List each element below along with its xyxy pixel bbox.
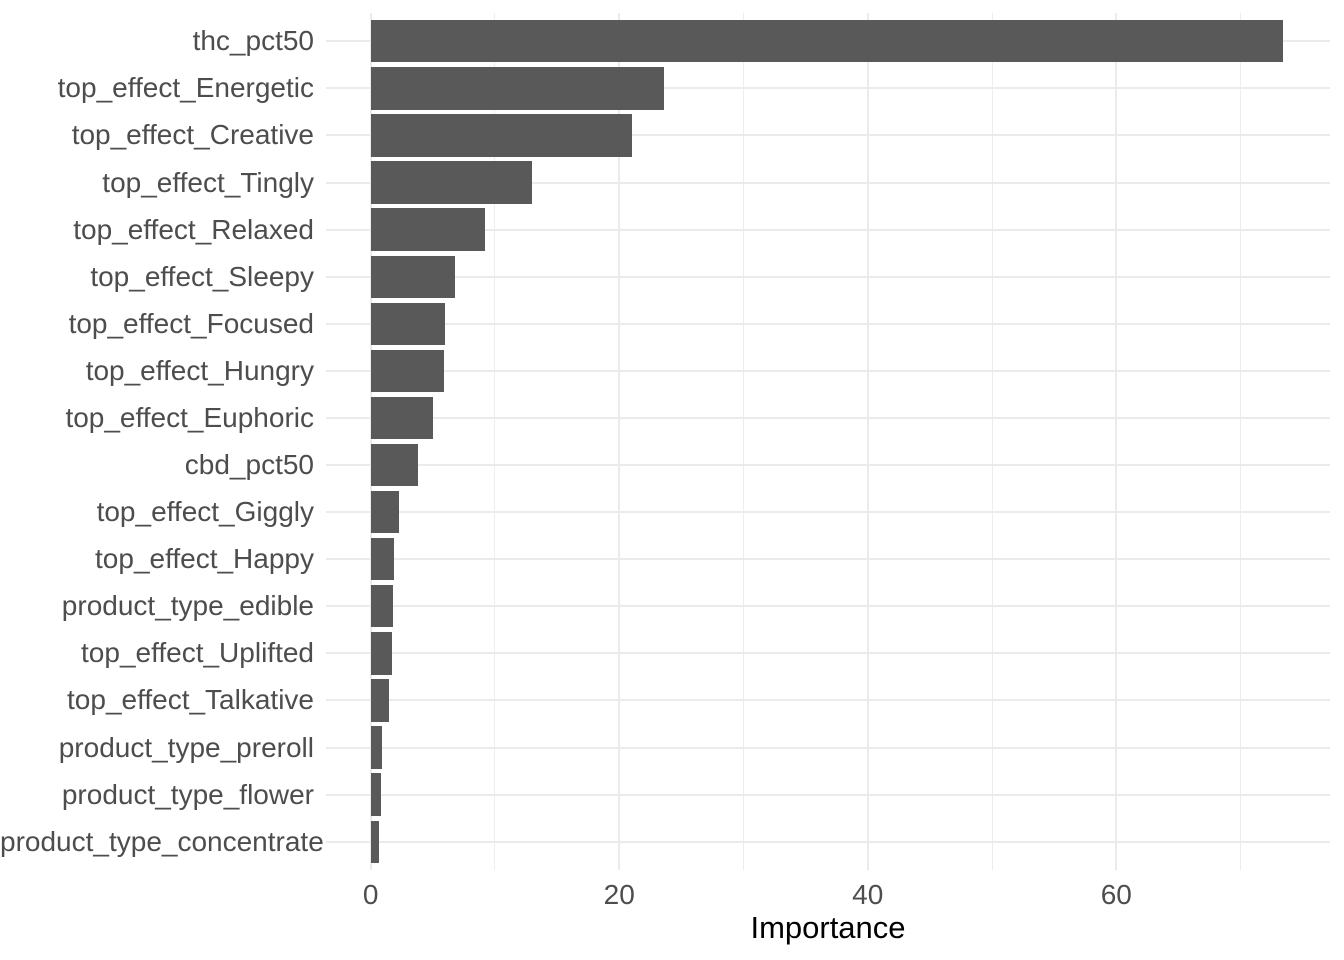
y-axis-category-label: product_type_flower: [61, 778, 314, 810]
grid-major-vline: [369, 13, 372, 870]
y-axis-category-label: top_effect_Creative: [71, 119, 314, 151]
importance-bar: [370, 773, 381, 816]
grid-major-hline: [326, 464, 1330, 467]
y-axis-labels: thc_pct50 top_effect_Energetic top_effect_…: [0, 13, 324, 870]
y-axis-category-label: thc_pct50: [192, 25, 314, 57]
importance-bar: [370, 208, 486, 251]
grid-major-hline: [326, 181, 1330, 184]
y-axis-category-label: cbd_pct50: [184, 449, 314, 481]
grid-major-hline: [326, 369, 1330, 372]
importance-bar: [370, 255, 456, 298]
x-axis-tick-label: 40: [852, 879, 884, 910]
y-axis-category-label: top_effect_Hungry: [85, 354, 314, 386]
grid-minor-vline: [743, 13, 744, 870]
grid-major-hline: [326, 558, 1330, 561]
y-axis-category-label: top_effect_Talkative: [67, 684, 314, 716]
importance-bar: [370, 585, 394, 628]
grid-major-hline: [326, 416, 1330, 419]
y-axis-category-label: top_effect_Uplifted: [81, 637, 314, 669]
grid-major-hline: [326, 699, 1330, 702]
grid-major-vline: [1115, 13, 1118, 870]
x-axis-tick-label: 0: [362, 879, 379, 910]
y-axis-category-label: product_type_concentrate: [0, 825, 324, 857]
importance-bar: [370, 538, 395, 581]
y-axis-category-label: top_effect_Relaxed: [73, 213, 314, 245]
y-axis-category-label: top_effect_Sleepy: [90, 260, 314, 292]
grid-major-hline: [326, 87, 1330, 90]
grid-minor-vline: [991, 13, 993, 870]
importance-bar: [370, 679, 390, 722]
grid-major-vline: [618, 13, 621, 870]
importance-bar: [370, 396, 433, 440]
y-axis-category-label: top_effect_Tingly: [102, 166, 314, 198]
y-axis-category-label: top_effect_Giggly: [96, 496, 314, 528]
importance-bar: [370, 443, 418, 487]
importance-bar: [370, 820, 380, 863]
grid-major-hline: [326, 228, 1330, 231]
importance-bar: [370, 67, 664, 110]
importance-bar: [370, 20, 1283, 63]
grid-major-vline: [866, 13, 869, 870]
y-axis-category-label: top_effect_Happy: [95, 543, 314, 575]
y-axis-category-label: top_effect_Focused: [68, 307, 314, 339]
grid-major-hline: [326, 134, 1330, 137]
importance-bar: [370, 114, 632, 157]
grid-major-hline: [326, 275, 1330, 278]
grid-major-hline: [326, 652, 1330, 655]
grid-major-hline: [326, 605, 1330, 608]
x-axis-title: Importance: [750, 910, 906, 945]
importance-bar: [370, 302, 446, 345]
grid-minor-vline: [494, 13, 496, 870]
y-axis-category-label: product_type_preroll: [58, 731, 314, 763]
importance-bar: [370, 726, 382, 769]
x-axis-tick-label: 20: [603, 879, 635, 910]
grid-major-hline: [326, 511, 1330, 514]
importance-bar: [370, 161, 533, 204]
x-axis-tick-label: 60: [1100, 879, 1132, 910]
y-axis-category-label: top_effect_Euphoric: [65, 401, 314, 433]
grid-major-hline: [326, 746, 1330, 749]
grid-minor-vline: [1240, 13, 1242, 870]
grid-major-hline: [326, 793, 1330, 796]
importance-bar: [370, 349, 445, 393]
grid-major-hline: [326, 840, 1330, 843]
y-axis-category-label: top_effect_Energetic: [57, 72, 314, 104]
importance-bar: [370, 632, 392, 675]
plot-panel: [326, 13, 1330, 870]
y-axis-category-label: product_type_edible: [61, 590, 314, 622]
grid-major-hline: [326, 322, 1330, 325]
importance-bar: [370, 490, 400, 534]
